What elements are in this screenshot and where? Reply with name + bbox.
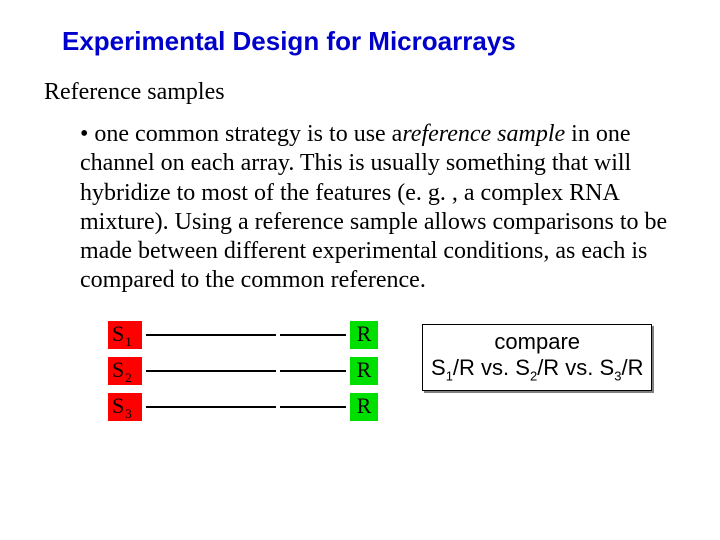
s-sub: 2 [125,365,132,391]
bar-left [146,370,276,372]
section-subtitle: Reference samples [44,79,676,106]
bar-right [280,406,346,408]
s-sub: 3 [125,401,132,427]
bullet-text: • one common strategy is to use a refere… [80,120,670,296]
bar-left [146,334,276,336]
s-cell: S1 [108,321,142,349]
r-cell: R [350,357,378,385]
s-label: S [112,321,124,347]
r-cell: R [350,321,378,349]
r-cell: R [350,393,378,421]
bullet-pre: • one common strategy is to use a [80,120,402,149]
compare-box: compare S1/R vs. S2/R vs. S3/R [422,324,652,391]
slide-title: Experimental Design for Microarrays [62,26,676,57]
diagram: S1 R S2 R S3 R compare S1/R vs. S2 [108,318,670,424]
diagram-row: S3 R [108,390,670,424]
compare-line1: compare [431,329,643,355]
body-block: • one common strategy is to use a refere… [80,120,670,424]
bar-right [280,370,346,372]
s-sub: 1 [125,329,132,355]
bullet-italic: reference sample [402,121,565,147]
compare-line2: S1/R vs. S2/R vs. S3/R [431,355,643,384]
slide: Experimental Design for Microarrays Refe… [0,0,720,424]
s-cell: S2 [108,357,142,385]
bar-right [280,334,346,336]
bar-left [146,406,276,408]
s-label: S [112,393,124,419]
s-cell: S3 [108,393,142,421]
s-label: S [112,357,124,383]
